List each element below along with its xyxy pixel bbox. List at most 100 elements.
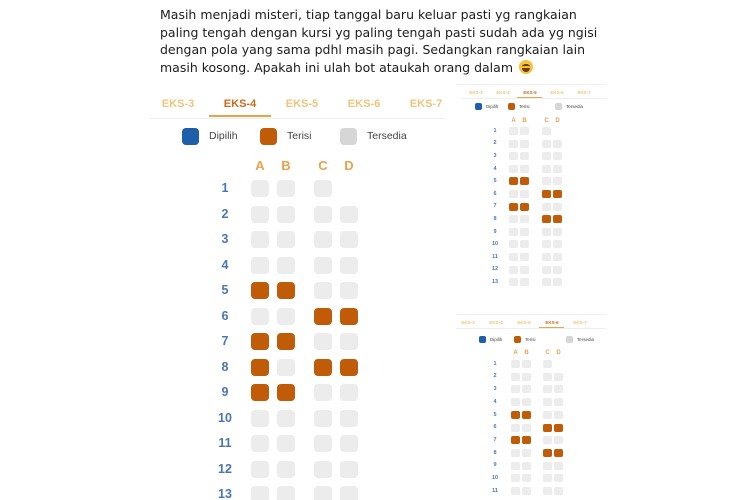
- seat-7d[interactable]: [553, 202, 562, 211]
- tab-eks-5[interactable]: EKS-5: [517, 320, 531, 325]
- seat-7c[interactable]: [314, 333, 332, 350]
- seat-9d[interactable]: [554, 461, 563, 470]
- seat-3c[interactable]: [314, 231, 332, 248]
- seat-2a[interactable]: [511, 372, 520, 381]
- tab-eks-4[interactable]: EKS-4: [496, 90, 510, 95]
- seat-1a[interactable]: [251, 180, 269, 197]
- tab-eks-4[interactable]: EKS-4: [489, 320, 503, 325]
- seat-11a[interactable]: [251, 435, 269, 452]
- seat-10c[interactable]: [542, 240, 551, 249]
- seat-7c[interactable]: [542, 202, 551, 211]
- seat-3d[interactable]: [554, 385, 563, 394]
- seat-13d[interactable]: [553, 278, 562, 287]
- seat-11c[interactable]: [542, 253, 551, 261]
- seat-8b[interactable]: [522, 448, 531, 457]
- seat-3d[interactable]: [553, 152, 562, 161]
- seat-12b[interactable]: [277, 460, 295, 478]
- seat-1b[interactable]: [277, 180, 295, 197]
- seat-7c[interactable]: [543, 436, 552, 445]
- tab-eks-5[interactable]: EKS-5: [523, 90, 537, 95]
- tab-eks-4[interactable]: EKS-4: [223, 98, 257, 110]
- seat-9d[interactable]: [340, 384, 358, 401]
- seat-11d[interactable]: [340, 435, 358, 452]
- seat-4d[interactable]: [340, 256, 358, 274]
- seat-10a[interactable]: [251, 409, 269, 427]
- seat-2a[interactable]: [251, 205, 269, 223]
- seat-6a[interactable]: [511, 423, 520, 432]
- seat-5c[interactable]: [314, 282, 332, 299]
- seat-10c[interactable]: [543, 474, 552, 483]
- seat-4a[interactable]: [251, 256, 269, 274]
- seat-13d[interactable]: [340, 486, 358, 500]
- tab-eks-7[interactable]: EKS-7: [577, 90, 591, 95]
- seat-13a[interactable]: [509, 278, 518, 287]
- seat-4c[interactable]: [314, 256, 332, 274]
- seat-2b[interactable]: [520, 139, 529, 148]
- seat-1b[interactable]: [520, 127, 529, 135]
- seat-12a[interactable]: [251, 460, 269, 478]
- seat-8b[interactable]: [277, 358, 295, 376]
- seat-9b[interactable]: [520, 227, 529, 236]
- seat-2d[interactable]: [340, 205, 358, 223]
- tab-eks-7[interactable]: EKS-7: [409, 98, 443, 110]
- seat-13b[interactable]: [520, 278, 529, 287]
- seat-8b[interactable]: [520, 215, 529, 224]
- seat-1c[interactable]: [542, 127, 551, 135]
- seat-11d[interactable]: [553, 253, 562, 261]
- tab-eks-3[interactable]: EKS-3: [469, 90, 483, 95]
- seat-2d[interactable]: [554, 372, 563, 381]
- seat-9a[interactable]: [511, 461, 520, 470]
- seat-3c[interactable]: [543, 385, 552, 394]
- seat-4d[interactable]: [553, 164, 562, 173]
- seat-11b[interactable]: [277, 435, 295, 452]
- seat-4c[interactable]: [543, 398, 552, 407]
- seat-12d[interactable]: [340, 460, 358, 478]
- seat-7d[interactable]: [554, 436, 563, 445]
- seat-6a[interactable]: [251, 307, 269, 325]
- seat-9d[interactable]: [553, 227, 562, 236]
- tab-eks-5[interactable]: EKS-5: [285, 98, 319, 110]
- seat-12b[interactable]: [520, 265, 529, 274]
- seat-10d[interactable]: [554, 474, 563, 483]
- seat-2a[interactable]: [509, 139, 518, 148]
- seat-4b[interactable]: [520, 164, 529, 173]
- tab-eks-3[interactable]: EKS-3: [461, 320, 475, 325]
- seat-10a[interactable]: [509, 240, 518, 249]
- seat-3d[interactable]: [340, 231, 358, 248]
- seat-5c[interactable]: [542, 177, 551, 186]
- seat-3a[interactable]: [509, 152, 518, 161]
- seat-2b[interactable]: [277, 205, 295, 223]
- seat-5c[interactable]: [543, 410, 552, 419]
- seat-12c[interactable]: [314, 460, 332, 478]
- seat-12c[interactable]: [542, 265, 551, 274]
- seat-10b[interactable]: [522, 474, 531, 483]
- seat-6a[interactable]: [509, 190, 518, 198]
- seat-3b[interactable]: [522, 385, 531, 394]
- seat-2c[interactable]: [314, 205, 332, 223]
- seat-11b[interactable]: [522, 487, 531, 495]
- seat-3b[interactable]: [520, 152, 529, 161]
- seat-6b[interactable]: [520, 190, 529, 198]
- seat-6b[interactable]: [277, 307, 295, 325]
- seat-3a[interactable]: [511, 385, 520, 394]
- seat-1c[interactable]: [543, 360, 552, 368]
- seat-9a[interactable]: [509, 227, 518, 236]
- seat-11a[interactable]: [509, 253, 518, 261]
- tab-eks-3[interactable]: EKS-3: [161, 98, 195, 110]
- seat-6b[interactable]: [522, 423, 531, 432]
- seat-11d[interactable]: [554, 487, 563, 495]
- tab-eks-6[interactable]: EKS-6: [545, 320, 559, 325]
- seat-8a[interactable]: [509, 215, 518, 224]
- seat-4c[interactable]: [542, 164, 551, 173]
- seat-4a[interactable]: [511, 398, 520, 407]
- seat-10c[interactable]: [314, 409, 332, 427]
- seat-9c[interactable]: [543, 461, 552, 470]
- seat-9b[interactable]: [522, 461, 531, 470]
- seat-1b[interactable]: [522, 360, 531, 368]
- seat-2c[interactable]: [542, 139, 551, 148]
- seat-13b[interactable]: [277, 486, 295, 500]
- tab-eks-6[interactable]: EKS-6: [550, 90, 564, 95]
- seat-11c[interactable]: [543, 487, 552, 495]
- seat-9c[interactable]: [314, 384, 332, 401]
- seat-1c[interactable]: [314, 180, 332, 197]
